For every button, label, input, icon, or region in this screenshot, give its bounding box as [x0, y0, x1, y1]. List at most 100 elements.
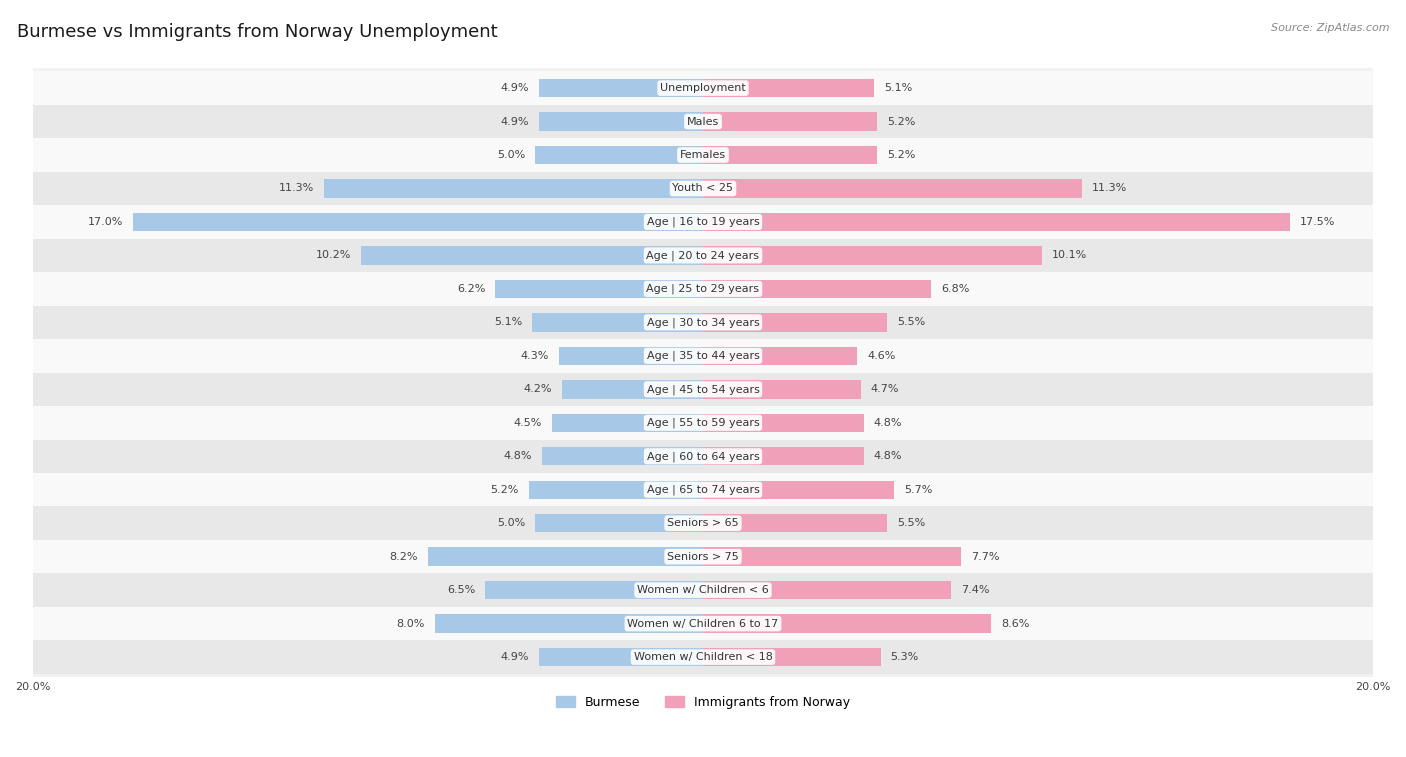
Text: 5.0%: 5.0% — [498, 150, 526, 160]
Text: Age | 55 to 59 years: Age | 55 to 59 years — [647, 418, 759, 428]
Bar — [32, 205, 1374, 238]
Bar — [703, 648, 880, 666]
Text: 5.2%: 5.2% — [887, 117, 915, 126]
Text: Youth < 25: Youth < 25 — [672, 183, 734, 194]
Bar — [32, 306, 1374, 339]
Bar — [536, 146, 703, 164]
Bar — [32, 406, 1374, 440]
Bar — [32, 506, 1374, 540]
Text: Age | 60 to 64 years: Age | 60 to 64 years — [647, 451, 759, 462]
Bar — [32, 238, 1374, 273]
Text: 6.5%: 6.5% — [447, 585, 475, 595]
Text: Age | 30 to 34 years: Age | 30 to 34 years — [647, 317, 759, 328]
Bar — [361, 246, 703, 265]
Bar — [703, 347, 858, 365]
Bar — [703, 246, 1042, 265]
Bar — [703, 313, 887, 332]
Bar — [32, 640, 1374, 674]
Text: 6.8%: 6.8% — [941, 284, 969, 294]
Bar — [32, 104, 1374, 139]
Text: Seniors > 75: Seniors > 75 — [666, 552, 740, 562]
Bar — [703, 447, 863, 466]
Bar — [562, 380, 703, 398]
Bar — [703, 514, 887, 532]
Text: Women w/ Children 6 to 17: Women w/ Children 6 to 17 — [627, 618, 779, 628]
Bar — [32, 607, 1374, 640]
Bar — [703, 413, 863, 432]
Text: Age | 35 to 44 years: Age | 35 to 44 years — [647, 350, 759, 361]
Text: 4.3%: 4.3% — [520, 350, 548, 361]
Text: 17.0%: 17.0% — [87, 217, 124, 227]
Text: Males: Males — [688, 117, 718, 126]
Text: Females: Females — [681, 150, 725, 160]
Bar — [529, 481, 703, 499]
Text: 8.6%: 8.6% — [1001, 618, 1029, 628]
Text: 11.3%: 11.3% — [278, 183, 314, 194]
Bar — [495, 279, 703, 298]
Text: Age | 20 to 24 years: Age | 20 to 24 years — [647, 250, 759, 260]
Text: 5.1%: 5.1% — [494, 317, 522, 327]
Text: Burmese vs Immigrants from Norway Unemployment: Burmese vs Immigrants from Norway Unempl… — [17, 23, 498, 41]
Text: 4.8%: 4.8% — [875, 451, 903, 461]
Bar — [485, 581, 703, 600]
Text: 4.2%: 4.2% — [523, 385, 553, 394]
Bar — [536, 514, 703, 532]
Text: Seniors > 65: Seniors > 65 — [668, 519, 738, 528]
Bar — [703, 581, 950, 600]
Text: 4.6%: 4.6% — [868, 350, 896, 361]
Text: 5.0%: 5.0% — [498, 519, 526, 528]
Bar — [32, 473, 1374, 506]
Text: 5.1%: 5.1% — [884, 83, 912, 93]
Bar — [703, 615, 991, 633]
Text: 4.9%: 4.9% — [501, 83, 529, 93]
Text: 8.0%: 8.0% — [396, 618, 425, 628]
Bar — [32, 71, 1374, 104]
Bar — [703, 380, 860, 398]
Text: 17.5%: 17.5% — [1299, 217, 1334, 227]
Bar — [434, 615, 703, 633]
Text: 7.4%: 7.4% — [962, 585, 990, 595]
Text: 4.8%: 4.8% — [875, 418, 903, 428]
Bar — [703, 481, 894, 499]
Text: 4.5%: 4.5% — [513, 418, 543, 428]
Bar — [703, 213, 1289, 231]
Text: Age | 65 to 74 years: Age | 65 to 74 years — [647, 484, 759, 495]
Bar — [538, 112, 703, 131]
Text: 10.1%: 10.1% — [1052, 251, 1087, 260]
Bar — [703, 547, 962, 566]
Bar — [543, 447, 703, 466]
Text: 5.2%: 5.2% — [887, 150, 915, 160]
Text: 4.9%: 4.9% — [501, 117, 529, 126]
Text: Women w/ Children < 18: Women w/ Children < 18 — [634, 652, 772, 662]
Bar — [429, 547, 703, 566]
Text: 5.2%: 5.2% — [491, 484, 519, 495]
Text: 5.3%: 5.3% — [890, 652, 920, 662]
Text: Unemployment: Unemployment — [661, 83, 745, 93]
Text: 11.3%: 11.3% — [1092, 183, 1128, 194]
Bar — [32, 339, 1374, 372]
Text: 4.7%: 4.7% — [870, 385, 898, 394]
Bar — [32, 573, 1374, 607]
Bar — [553, 413, 703, 432]
Text: Age | 25 to 29 years: Age | 25 to 29 years — [647, 284, 759, 294]
Text: 5.5%: 5.5% — [897, 519, 925, 528]
Text: 6.2%: 6.2% — [457, 284, 485, 294]
Text: Source: ZipAtlas.com: Source: ZipAtlas.com — [1271, 23, 1389, 33]
Text: Age | 45 to 54 years: Age | 45 to 54 years — [647, 384, 759, 394]
Bar — [32, 540, 1374, 573]
Bar — [703, 279, 931, 298]
Bar — [703, 79, 875, 98]
Bar — [531, 313, 703, 332]
Text: 8.2%: 8.2% — [389, 552, 418, 562]
Bar — [703, 179, 1081, 198]
Bar — [538, 79, 703, 98]
Bar — [32, 139, 1374, 172]
Legend: Burmese, Immigrants from Norway: Burmese, Immigrants from Norway — [551, 690, 855, 714]
Bar — [32, 440, 1374, 473]
Bar — [538, 648, 703, 666]
Text: 5.5%: 5.5% — [897, 317, 925, 327]
Text: 4.8%: 4.8% — [503, 451, 531, 461]
Bar — [558, 347, 703, 365]
Bar — [325, 179, 703, 198]
Bar — [32, 172, 1374, 205]
